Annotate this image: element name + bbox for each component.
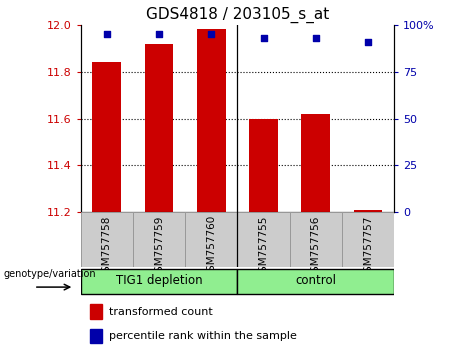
Bar bbox=[90, 329, 102, 343]
Point bbox=[103, 31, 111, 37]
Bar bbox=[354, 210, 382, 212]
Bar bbox=[133, 212, 185, 267]
Text: GSM757758: GSM757758 bbox=[102, 215, 112, 279]
Text: GSM757760: GSM757760 bbox=[206, 215, 216, 278]
Bar bbox=[342, 212, 394, 267]
Text: GSM757756: GSM757756 bbox=[311, 215, 321, 279]
Text: GSM757755: GSM757755 bbox=[259, 215, 269, 279]
Bar bbox=[237, 212, 290, 267]
Point bbox=[364, 39, 372, 45]
Bar bbox=[197, 29, 226, 212]
Point bbox=[260, 35, 267, 41]
Bar bbox=[92, 62, 121, 212]
Bar bbox=[81, 269, 237, 294]
Bar bbox=[81, 212, 133, 267]
Text: GSM757757: GSM757757 bbox=[363, 215, 373, 279]
Bar bbox=[185, 212, 237, 267]
Bar bbox=[249, 119, 278, 212]
Text: TIG1 depletion: TIG1 depletion bbox=[116, 274, 202, 287]
Text: control: control bbox=[296, 274, 336, 287]
Text: transformed count: transformed count bbox=[109, 307, 213, 316]
Text: genotype/variation: genotype/variation bbox=[3, 268, 96, 279]
Bar bbox=[290, 212, 342, 267]
Point bbox=[312, 35, 319, 41]
Point bbox=[155, 31, 163, 37]
Title: GDS4818 / 203105_s_at: GDS4818 / 203105_s_at bbox=[146, 7, 329, 23]
Bar bbox=[301, 114, 330, 212]
Point bbox=[207, 31, 215, 37]
Bar bbox=[237, 269, 394, 294]
Bar bbox=[90, 304, 102, 319]
Text: GSM757759: GSM757759 bbox=[154, 215, 164, 279]
Bar bbox=[145, 44, 173, 212]
Text: percentile rank within the sample: percentile rank within the sample bbox=[109, 331, 297, 341]
